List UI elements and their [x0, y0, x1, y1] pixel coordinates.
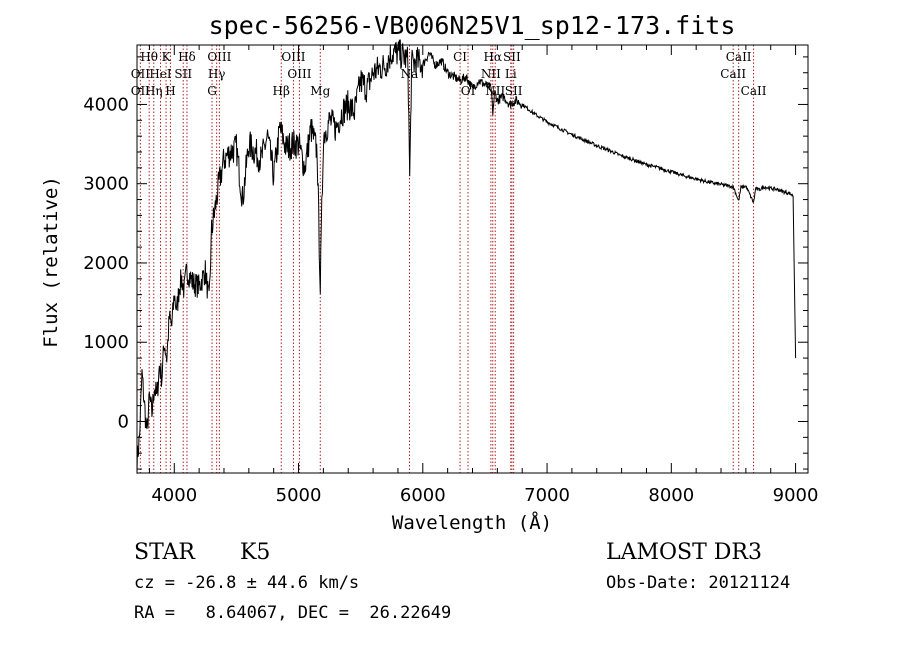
- x-tick-label: 7000: [524, 485, 570, 506]
- line-annotation: Hβ: [273, 84, 290, 98]
- redshift-text: cz = -26.8 ± 44.6 km/s: [134, 573, 360, 593]
- y-tick-label: 0: [118, 411, 129, 432]
- y-axis-label: Flux (relative): [40, 176, 62, 348]
- line-annotation: Hη: [145, 84, 163, 98]
- line-annotation: CaII: [726, 50, 752, 64]
- line-annotation: Hα: [483, 50, 502, 64]
- line-annotation: OIII: [207, 50, 231, 64]
- y-tick-label: 3000: [83, 174, 129, 195]
- line-annotation: NII: [485, 84, 505, 98]
- series-group: [136, 39, 797, 474]
- y-tick-label: 4000: [83, 94, 129, 115]
- line-annotation: H: [165, 84, 175, 98]
- spectrum-chart: spec-56256-VB006N25V1_sp12-173.fits 4000…: [40, 11, 818, 534]
- line-annotation: CI: [453, 50, 467, 64]
- object-class: STAR: [134, 540, 195, 565]
- x-tick-label: 6000: [400, 485, 446, 506]
- chart-title: spec-56256-VB006N25V1_sp12-173.fits: [209, 11, 736, 40]
- ticks-group: 4000 5000 6000 7000 8000 9000 0 1000 2000 3000 400…: [83, 45, 818, 506]
- line-annotation: OII: [131, 84, 151, 98]
- line-annotation: Mg: [310, 84, 330, 98]
- object-subclass: K5: [240, 540, 271, 565]
- line-annotation: OII: [131, 67, 151, 81]
- line-annotation: CaII: [720, 67, 746, 81]
- x-tick-label: 8000: [648, 485, 694, 506]
- line-annotation: Hθ: [140, 50, 158, 64]
- line-annotation: Li: [505, 67, 517, 81]
- line-annotation: K: [162, 50, 172, 64]
- line-annotation: SII: [503, 50, 521, 64]
- line-annotation: Hδ: [178, 50, 196, 64]
- plot-frame: [136, 44, 809, 474]
- line-annotation: OIII: [287, 67, 311, 81]
- y-tick-label: 1000: [83, 332, 129, 353]
- x-tick-label: 5000: [276, 485, 322, 506]
- spectrum-line: [136, 39, 797, 474]
- survey-label: LAMOST DR3: [606, 540, 762, 565]
- line-annotation: SII: [174, 67, 192, 81]
- x-tick-label: 9000: [773, 485, 819, 506]
- radec-text: RA = 8.64067, DEC = 26.22649: [134, 603, 452, 623]
- y-tick-label: 2000: [83, 253, 129, 274]
- line-annotation: NII: [481, 67, 501, 81]
- line-annotation: Na: [401, 67, 419, 81]
- line-annotation: OI: [461, 84, 476, 98]
- line-annotation: SII: [505, 84, 523, 98]
- line-annotation: Hγ: [208, 67, 226, 81]
- line-annotation: OIII: [281, 50, 305, 64]
- x-axis-label: Wavelength (Å): [392, 511, 552, 534]
- line-annotation: CaII: [741, 84, 767, 98]
- line-annotation: G: [207, 84, 217, 98]
- line-annotation: HeI: [149, 67, 172, 81]
- x-tick-label: 4000: [151, 485, 197, 506]
- line-marks-group: [139, 45, 755, 473]
- obs-date-text: Obs-Date: 20121124: [606, 573, 791, 593]
